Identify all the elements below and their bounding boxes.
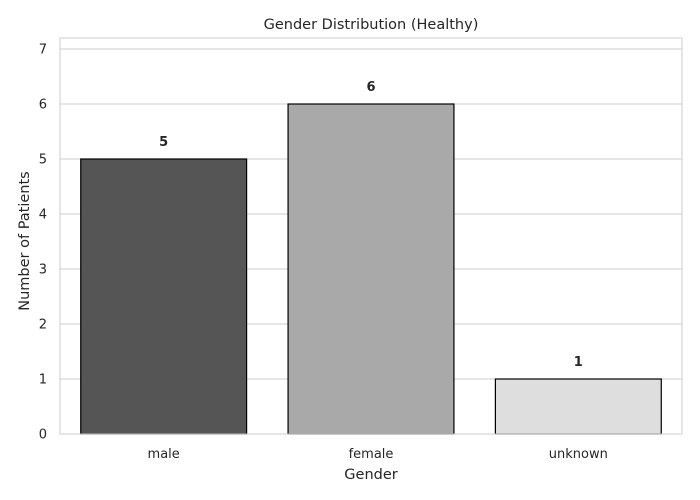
x-tick-label-unknown: unknown [549, 447, 608, 462]
x-tick-label-male: male [148, 447, 180, 462]
y-tick-label: 4 [39, 208, 47, 223]
x-axis-title: Gender [344, 467, 397, 483]
data-label-female: 6 [366, 80, 375, 95]
y-tick-labels: 0 1 2 3 4 5 6 7 [39, 43, 47, 443]
y-tick-label: 6 [39, 98, 47, 113]
y-axis-title: Number of Patients [17, 171, 33, 311]
bar-female [287, 103, 455, 435]
y-tick-label: 3 [39, 263, 47, 278]
y-tick-label: 1 [39, 373, 47, 388]
bar-unknown [494, 378, 662, 435]
data-label-unknown: 1 [574, 355, 583, 370]
plot-frame [59, 37, 683, 435]
y-tick-label: 5 [39, 153, 47, 168]
x-tick-label-female: female [349, 447, 394, 462]
chart-title: Gender Distribution (Healthy) [264, 17, 479, 33]
data-labels: 5 6 1 [159, 80, 583, 370]
y-tick-label: 7 [39, 43, 47, 58]
y-tick-label: 2 [39, 318, 47, 333]
bar-male [80, 158, 248, 435]
bars [80, 103, 662, 435]
y-tick-label: 0 [39, 428, 47, 443]
x-tick-labels: male female unknown [148, 447, 608, 462]
data-label-male: 5 [159, 135, 168, 150]
